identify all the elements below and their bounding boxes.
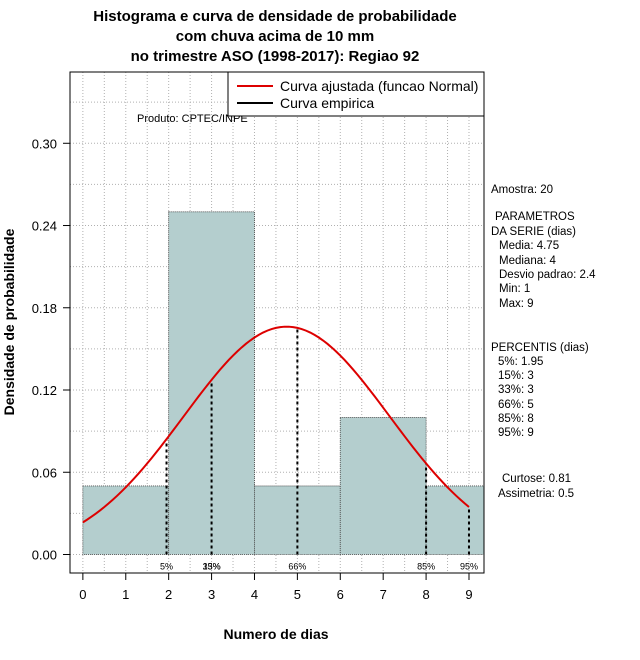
stat-p95: 95%: 9	[498, 427, 534, 439]
percentile-label: 95%	[460, 561, 478, 571]
x-tick-label: 7	[380, 587, 387, 602]
x-tick-label: 8	[422, 587, 429, 602]
stat-p15: 15%: 3	[498, 370, 534, 382]
legend: Curva ajustada (funcao Normal) Curva emp…	[227, 71, 485, 117]
x-tick-label: 4	[251, 587, 258, 602]
x-axis-label: Numero de dias	[223, 626, 328, 642]
normal-curve-layer	[82, 325, 470, 524]
x-tick-label: 0	[79, 587, 86, 602]
y-tick-label: 0.12	[32, 383, 57, 398]
y-tick-label: 0.00	[32, 547, 57, 562]
x-tick-label: 5	[294, 587, 301, 602]
stat-desvio: Desvio padrao: 2.4	[499, 269, 596, 281]
histogram-bar	[82, 485, 170, 555]
chart-title-line-1: Histograma e curva de densidade de proba…	[93, 8, 456, 25]
stat-media: Media: 4.75	[499, 240, 560, 252]
percentile-label: 33%	[203, 561, 221, 571]
percentile-label: 15%	[203, 561, 221, 571]
y-tick-label: 0.30	[32, 136, 57, 151]
stat-p66: 66%: 5	[498, 399, 534, 411]
histogram-bar	[168, 211, 255, 555]
stat-curtose: Curtose: 0.81	[502, 473, 572, 485]
stat-min: Min: 1	[499, 283, 531, 295]
stat-assimetria: Assimetria: 0.5	[498, 488, 575, 500]
x-tick-label: 3	[208, 587, 215, 602]
percentile-lines: 5% 33% 66% 85% 95% 15%	[160, 327, 478, 571]
y-tick-label: 0.18	[32, 301, 57, 316]
axes: 0 1 2 3 4 5 6 7 8 9 0.00 0.06 0.12 0.18 0.24 0.30	[32, 136, 473, 602]
legend-box	[227, 71, 485, 117]
histogram-bar	[254, 485, 341, 555]
histogram-bar	[425, 485, 485, 555]
stat-max: Max: 9	[499, 298, 534, 310]
percentile-label: 66%	[288, 561, 306, 571]
histogram-bars	[82, 211, 485, 555]
stat-mediana: Mediana: 4	[499, 255, 556, 267]
x-tick-label: 9	[465, 587, 472, 602]
percentile-label: 85%	[417, 561, 435, 571]
stat-param-header-2: DA SERIE (dias)	[491, 226, 576, 238]
chart-title-line-2: com chuva acima de 10 mm	[176, 28, 374, 45]
y-tick-label: 0.06	[32, 465, 57, 480]
x-tick-label: 2	[165, 587, 172, 602]
stat-p33: 33%: 3	[498, 384, 534, 396]
stat-percentis-header: PERCENTIS (dias)	[491, 342, 589, 354]
stat-p85: 85%: 8	[498, 413, 534, 425]
stat-p5: 5%: 1.95	[498, 356, 544, 368]
credit-text: Produto: CPTEC/INPE	[137, 113, 248, 125]
normal-curve	[82, 325, 470, 524]
legend-label-empirica: Curva empirica	[280, 95, 374, 111]
x-tick-label: 1	[122, 587, 129, 602]
legend-label-normal: Curva ajustada (funcao Normal)	[280, 78, 478, 94]
histogram-bar	[339, 417, 427, 555]
stat-param-header-1: PARAMETROS	[495, 211, 575, 223]
chart-title-line-3: no trimestre ASO (1998-2017): Regiao 92	[131, 48, 420, 65]
x-tick-label: 6	[337, 587, 344, 602]
percentile-label: 5%	[160, 561, 173, 571]
y-axis-label: Densidade de probabilidade	[1, 228, 17, 415]
y-tick-label: 0.24	[32, 219, 57, 234]
stat-amostra: Amostra: 20	[491, 184, 553, 196]
